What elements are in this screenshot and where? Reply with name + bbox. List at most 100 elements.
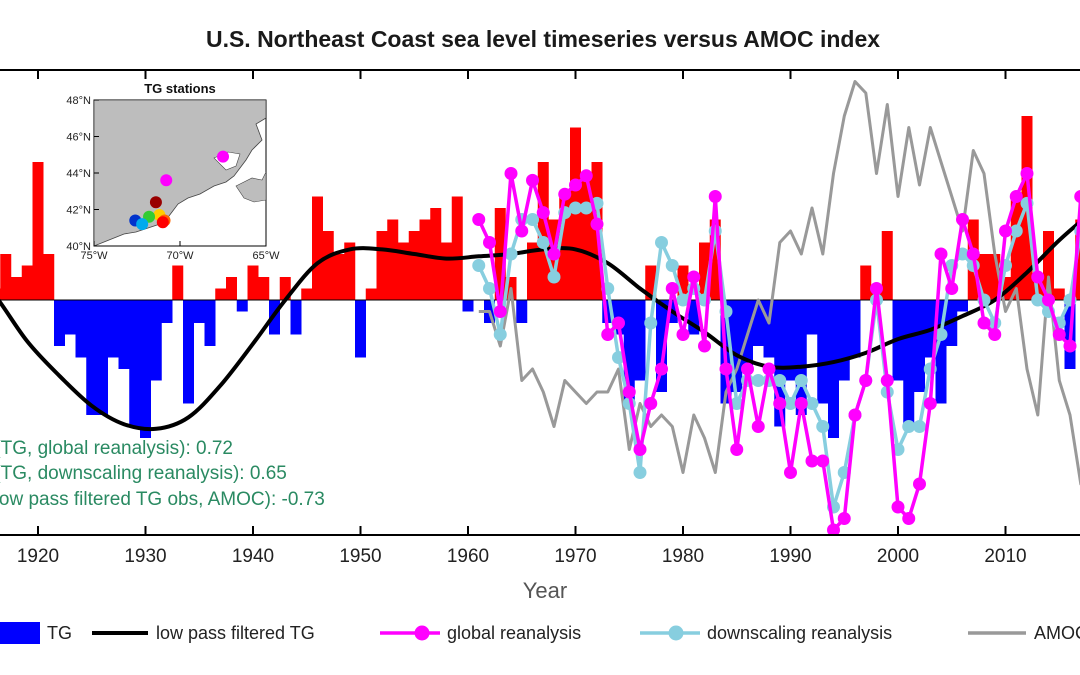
legend: TG low pass filtered TG global reanalysis d… (0, 622, 1080, 644)
global-point (1052, 328, 1066, 341)
downscaling-point (751, 374, 765, 387)
tg-bar (333, 254, 345, 300)
inset-nova-scotia (235, 171, 266, 203)
tg-bar (989, 254, 1001, 300)
tg-bar (387, 219, 399, 300)
legend-label-low-pass: low pass filtered TG (156, 623, 315, 643)
tg-bar (107, 300, 119, 358)
global-point (816, 454, 830, 468)
tg-bar (806, 300, 818, 335)
tg-bar (419, 219, 431, 300)
global-point (751, 420, 765, 433)
global-point (665, 282, 679, 295)
tg-bar (365, 288, 377, 300)
legend-label-amoc: AMOC (1034, 623, 1080, 643)
tg-bar (1053, 288, 1065, 300)
tg-bar (236, 300, 248, 312)
x-tick-label: 2000 (877, 546, 919, 567)
downscaling-point (676, 293, 690, 307)
tg-bar (54, 300, 65, 346)
inset-lat-label: 42°N (66, 205, 91, 217)
tg-bar (602, 300, 614, 323)
tg-bar (215, 288, 227, 300)
correlation-global: r(TG, global reanalysis): 0.72 (0, 438, 233, 459)
legend-label-downscaling: downscaling reanalysis (707, 623, 892, 643)
inset-ticks: 48°N 46°N 44°N 42°N 40°N75°W 70°W 65°W (66, 95, 280, 262)
tg-bar (140, 300, 151, 438)
tg-bar (97, 300, 108, 415)
global-point (483, 236, 496, 249)
tg-bar (817, 300, 829, 404)
downscaling-point (526, 213, 539, 226)
x-tick-label: 1950 (339, 546, 381, 567)
global-point (870, 282, 883, 295)
tg-bar (537, 162, 549, 300)
global-point (515, 224, 529, 238)
legend-swatch-tg (0, 622, 40, 644)
tg-bar (516, 300, 528, 323)
global-point (891, 500, 905, 514)
global-point (999, 224, 1012, 238)
downscaling-point (644, 316, 658, 330)
downscaling-point (730, 397, 744, 410)
low-pass-line (0, 219, 1080, 432)
tg-bar (64, 300, 76, 335)
x-tick-label: 1930 (124, 546, 166, 567)
tg-bar (645, 265, 657, 300)
downscaling-point (483, 282, 496, 295)
downscaling-point (633, 466, 647, 479)
tg-bar (828, 300, 839, 438)
global-point (773, 397, 787, 410)
tg-bar (355, 300, 366, 358)
tg-bar (580, 173, 592, 300)
tg-bar (312, 196, 323, 300)
inset-lat-label: 40°N (66, 241, 91, 253)
tg-bar (699, 242, 710, 300)
global-point (655, 362, 668, 376)
x-tick-label: 1920 (17, 546, 59, 567)
tg-bar (118, 300, 130, 369)
tg-bar (193, 300, 205, 323)
global-point (880, 374, 894, 387)
x-tick-label: 1960 (447, 546, 489, 567)
x-tick-label: 1990 (769, 546, 811, 567)
downscaling-point (579, 201, 593, 215)
tg-bar (376, 231, 388, 300)
x-tick-label: 1970 (554, 546, 596, 567)
tg-bar (451, 196, 463, 300)
downscaling-point (1009, 224, 1023, 238)
global-point (558, 187, 572, 201)
station-marker (149, 196, 162, 209)
downscaling-point (902, 420, 916, 433)
global-point (536, 206, 550, 220)
downscaling-point (569, 201, 582, 215)
x-tick-label: 1980 (662, 546, 704, 567)
tg-bar (290, 300, 302, 335)
global-point (1074, 190, 1080, 203)
global-point (590, 217, 604, 231)
global-point (1020, 167, 1034, 180)
tg-bar (258, 277, 270, 300)
correlation-amoc: r(low pass filtered TG obs, AMOC): -0.73 (0, 489, 325, 510)
downscaling-point (794, 374, 808, 387)
downscaling-point (504, 247, 518, 261)
global-point (633, 443, 647, 456)
inset-lon-label: 75°W (80, 250, 108, 262)
global-point (612, 316, 625, 330)
tg-bar (150, 300, 162, 381)
tg-bar (21, 265, 33, 300)
global-point (956, 213, 969, 226)
inset-land (94, 100, 266, 246)
tg-bar (785, 300, 796, 381)
global-point (687, 270, 701, 284)
tg-bar (183, 300, 194, 404)
tg-bar (161, 300, 173, 323)
tg-bar (408, 231, 420, 300)
amoc-line (478, 80, 1080, 486)
tg-bar (398, 242, 409, 300)
global-point (966, 247, 980, 261)
tg-bar (860, 265, 872, 300)
tg-bar (731, 300, 743, 392)
amoc-series (478, 80, 1080, 486)
tg-bar (204, 300, 216, 346)
